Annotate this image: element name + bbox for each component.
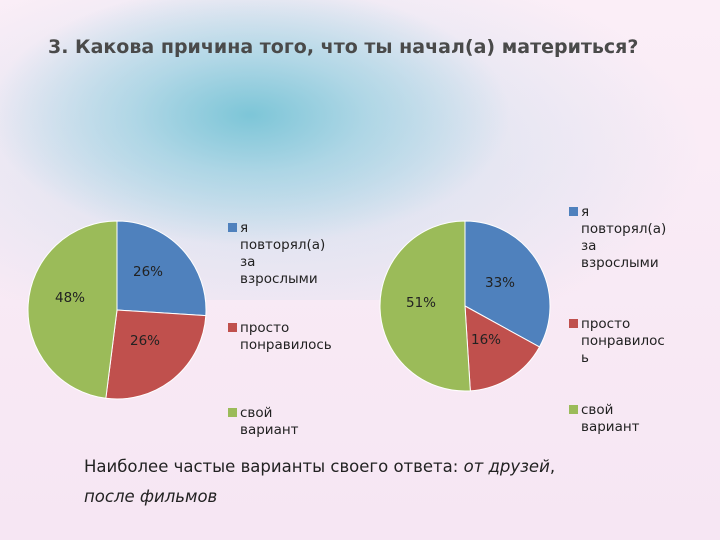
pie1-slice-1 — [116, 220, 207, 317]
legend1-label-1: я повторял(а) за взрослыми — [240, 220, 326, 287]
pie2-slice-1 — [464, 220, 551, 348]
note-separator: , — [549, 457, 556, 476]
legend1-label-3: свой вариант — [240, 405, 299, 438]
note-text: Наиболее частые варианты своего ответа: … — [84, 452, 704, 512]
note-emphasis-friends: от друзей — [463, 457, 550, 476]
legend2-label-3: свой вариант — [581, 402, 640, 435]
legend2-swatch-1 — [569, 207, 578, 216]
legend-chart-2: я повторял(а) за взрослыми просто понравилос ь… — [569, 204, 689, 444]
legend2-label-2: просто понравилос ь — [581, 316, 665, 366]
pie2-slice-2 — [464, 305, 541, 392]
legend2-swatch-2 — [569, 319, 578, 328]
note-prefix: Наиболее частые варианты своего ответа: — [84, 457, 464, 476]
legend1-swatch-2 — [228, 323, 237, 332]
legend1-label-2: просто понравилось — [240, 320, 332, 353]
legend1-swatch-1 — [228, 223, 237, 232]
pie1-slice-2 — [105, 309, 207, 400]
pie2-slice-3 — [379, 220, 471, 392]
legend-chart-1: я повторял(а) за взрослыми просто понравилос… — [228, 220, 378, 438]
pie1-slice-3 — [27, 220, 118, 399]
slide-title: 3. Какова причина того, что ты начал(а) … — [48, 36, 639, 58]
pie-chart-1: 26% 26% 48% — [27, 220, 207, 400]
pie2-data-label-2: 16% — [471, 332, 501, 348]
pie1-data-label-1: 26% — [133, 264, 163, 280]
pie-chart-2: 33% 16% 51% — [379, 220, 551, 392]
pie2-data-label-3: 51% — [406, 295, 436, 311]
pie1-data-label-2: 26% — [130, 333, 160, 349]
legend2-swatch-3 — [569, 405, 578, 414]
pie1-data-label-3: 48% — [55, 290, 85, 306]
pie2-data-label-1: 33% — [485, 275, 515, 291]
note-emphasis-movies: после фильмов — [84, 487, 218, 506]
legend2-label-1: я повторял(а) за взрослыми — [581, 204, 667, 271]
legend1-swatch-3 — [228, 408, 237, 417]
